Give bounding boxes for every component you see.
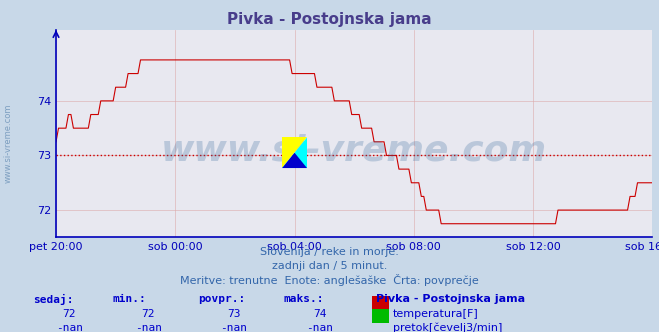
Text: Slovenija / reke in morje.: Slovenija / reke in morje. [260,247,399,257]
Text: -nan: -nan [221,323,247,332]
Text: temperatura[F]: temperatura[F] [393,309,478,319]
Text: -nan: -nan [306,323,333,332]
Text: povpr.:: povpr.: [198,294,245,304]
Polygon shape [282,137,307,168]
Text: www.si-vreme.com: www.si-vreme.com [161,133,547,167]
Text: min.:: min.: [112,294,146,304]
Text: zadnji dan / 5 minut.: zadnji dan / 5 minut. [272,261,387,271]
Text: 72: 72 [63,309,76,319]
Text: 73: 73 [227,309,241,319]
Text: www.si-vreme.com: www.si-vreme.com [3,103,13,183]
Text: -nan: -nan [135,323,161,332]
Text: Meritve: trenutne  Enote: anglešaške  Črta: povprečje: Meritve: trenutne Enote: anglešaške Črta… [180,274,479,286]
Text: 72: 72 [142,309,155,319]
Text: 74: 74 [313,309,326,319]
Text: Pivka - Postojnska jama: Pivka - Postojnska jama [227,12,432,27]
Polygon shape [282,153,307,168]
Text: Pivka - Postojnska jama: Pivka - Postojnska jama [376,294,525,304]
Polygon shape [282,137,307,168]
Text: maks.:: maks.: [283,294,324,304]
Text: -nan: -nan [56,323,82,332]
Text: sedaj:: sedaj: [33,294,73,305]
Text: pretok[čevelj3/min]: pretok[čevelj3/min] [393,323,502,332]
